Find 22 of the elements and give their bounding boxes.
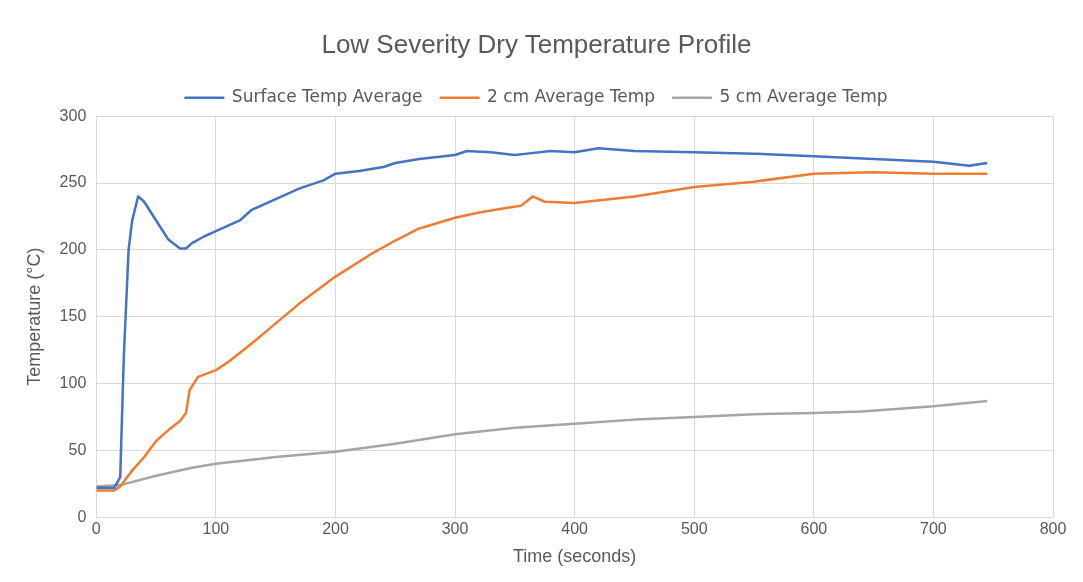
x-tick-label: 500 [680,520,708,538]
y-tick-label: 100 [59,373,87,391]
legend-label: 5 cm Average Temp [719,86,888,107]
y-tick-label: 0 [77,507,87,525]
y-axis-title: Temperature (°C) [23,247,44,386]
x-tick-label: 400 [561,520,589,538]
x-tick-label: 800 [1039,520,1067,538]
x-axis-title: Time (seconds) [512,546,637,567]
x-tick-label: 200 [322,520,349,538]
y-tick-label: 150 [59,307,87,325]
x-tick-label: 700 [920,520,947,538]
x-tick-label: 100 [202,520,230,538]
y-tick-label: 50 [68,440,87,458]
y-tick-label: 200 [59,240,87,258]
chart-title: Low Severity Dry Temperature Profile [321,28,752,59]
x-tick-label: 600 [800,520,828,538]
y-tick-label: 250 [59,173,87,191]
x-tick-label: 300 [441,520,469,538]
x-tick-label: 0 [91,520,101,538]
legend-label: Surface Temp Average [231,86,423,107]
legend-label: 2 cm Average Temp [487,86,656,107]
y-tick-label: 300 [59,106,87,124]
